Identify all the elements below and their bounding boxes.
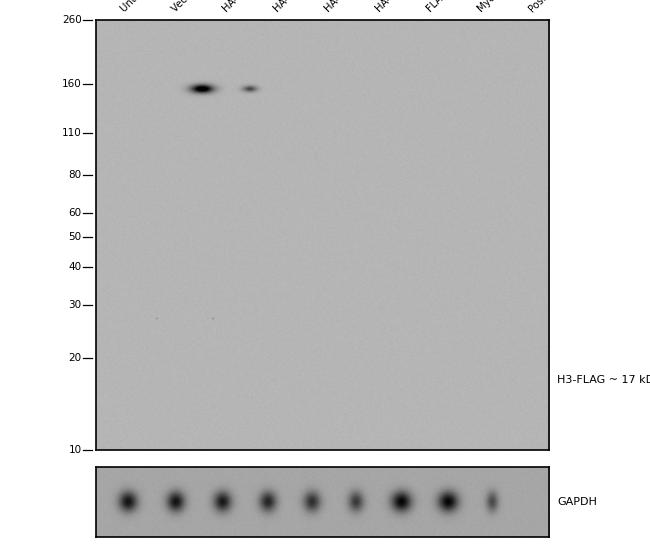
Text: HA-H3-FLAG (10ug): HA-H3-FLAG (10ug) bbox=[322, 0, 398, 15]
Text: HA-H3-FLAG (5ug): HA-H3-FLAG (5ug) bbox=[374, 0, 445, 15]
Text: 60: 60 bbox=[68, 209, 82, 218]
Text: HA-H3-FLAG (20ug): HA-H3-FLAG (20ug) bbox=[272, 0, 348, 15]
Text: 80: 80 bbox=[68, 170, 82, 181]
Text: H3-FLAG ~ 17 kDa: H3-FLAG ~ 17 kDa bbox=[557, 375, 650, 385]
Text: HA-H3-FLAG (40ug): HA-H3-FLAG (40ug) bbox=[221, 0, 296, 15]
Text: Vector alone (50ug): Vector alone (50ug) bbox=[170, 0, 246, 15]
Text: GAPDH: GAPDH bbox=[557, 497, 597, 506]
Text: 260: 260 bbox=[62, 15, 82, 25]
Text: FLAG-P65-HA (40ug): FLAG-P65-HA (40ug) bbox=[424, 0, 504, 15]
Text: 160: 160 bbox=[62, 79, 82, 89]
Text: 110: 110 bbox=[62, 128, 82, 138]
Text: 20: 20 bbox=[68, 353, 82, 363]
Text: Positope: Positope bbox=[526, 0, 564, 15]
Text: 10: 10 bbox=[68, 445, 82, 455]
Text: 40: 40 bbox=[68, 262, 82, 272]
Text: 30: 30 bbox=[68, 300, 82, 310]
Text: Myc-p65-V5 (40ug): Myc-p65-V5 (40ug) bbox=[476, 0, 550, 15]
Text: 50: 50 bbox=[68, 233, 82, 243]
Text: Untransfected (50ug): Untransfected (50ug) bbox=[119, 0, 202, 15]
